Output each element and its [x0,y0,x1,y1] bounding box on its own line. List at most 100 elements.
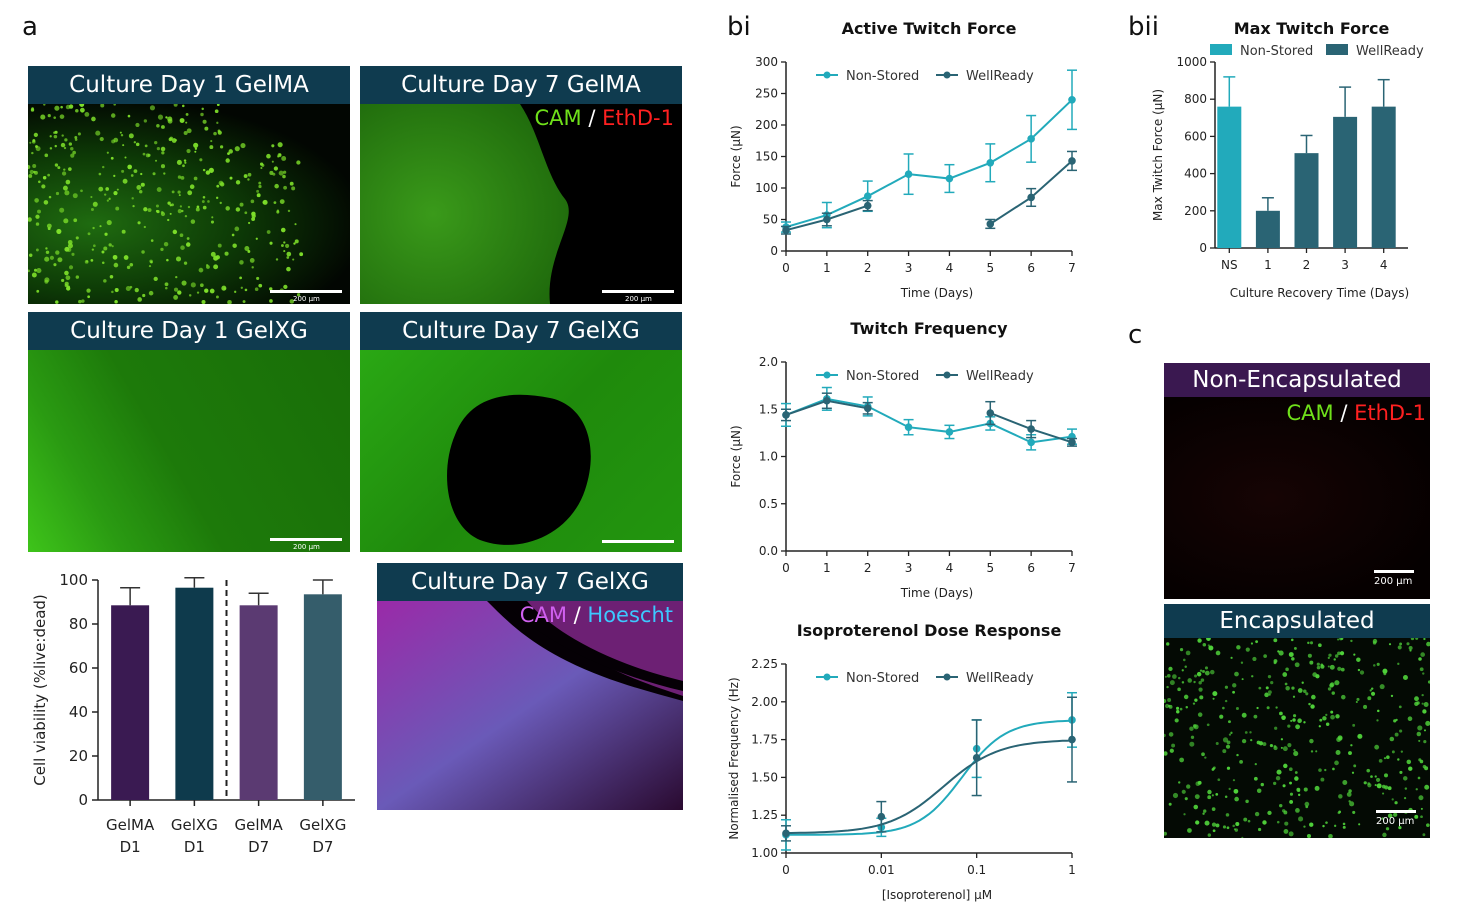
y-tick-label: 1.5 [759,402,778,416]
panel-label-bii: bii [1128,12,1159,42]
cell-dot [1357,668,1361,672]
x-tick-label: 2 [1303,258,1311,272]
cell-dot [1226,740,1231,745]
cell-dot [1179,757,1185,763]
x-tick-label: 6 [1027,561,1035,575]
scale-label: 200 µm [293,543,320,551]
cell-dot [29,141,32,144]
cell-dot [1258,741,1264,746]
cell-dot [1377,709,1380,713]
cell-dot [1416,731,1422,737]
micrograph-title: Encapsulated [1164,604,1430,638]
y-tick-label: 300 [755,55,778,69]
cell-dot [1342,780,1348,785]
cell-dot [1167,704,1171,708]
micrograph-title: Culture Day 1 GelXG [28,312,350,350]
cell-dot [1414,814,1419,819]
cell-dot [1418,739,1421,742]
cell-dot [36,289,40,293]
cell-dot [1241,712,1247,718]
cell-dot [296,160,301,165]
cell-dot [111,290,114,294]
cell-dot [149,259,153,264]
cell-dot [1291,657,1295,661]
cell-dot [1408,766,1413,771]
cell-dot [1382,668,1388,674]
cell-dot [193,176,198,181]
cell-dot [113,191,118,196]
cell-dot [259,162,264,166]
cell-dot [137,297,142,302]
cell-dot [249,258,255,263]
cell-dot [1348,800,1351,803]
cell-dot [1376,662,1380,666]
cell-dot [1385,827,1390,831]
cell-dot [1423,740,1427,744]
viability-bar-chart: 0 20 40 60 80 100 Cell viability (%live:dead) G… [31,571,355,856]
cell-dot [240,286,243,289]
cell-dot [1417,776,1421,780]
y-tick-label: 80 [69,615,88,633]
scale-bar [1374,570,1414,573]
cell-dot [224,251,229,256]
cell-dot [1198,687,1203,692]
micrograph-gelma-day7: Culture Day 7 GelMA CAM / EthD-1 200 µm [360,66,682,304]
cell-dot [1293,646,1297,650]
x-tick-label: 4 [946,261,954,275]
scale-bar [1376,810,1416,813]
cell-dot [1253,776,1258,781]
cell-dot [79,102,85,107]
cell-dot [1289,800,1294,804]
data-point [782,411,790,419]
cell-dot [157,114,164,120]
cell-dot [188,294,192,297]
cell-dot [1215,742,1219,746]
panel-label-c: c [1128,320,1143,350]
cell-dot [1276,769,1282,775]
cell-dot [150,239,154,242]
cell-dot [1274,726,1278,730]
cell-dot [35,222,40,226]
cell-dot [113,103,116,106]
cell-dot [1352,810,1356,814]
cell-dot [1268,693,1271,696]
cell-dots [28,102,304,304]
cell-dot [1199,669,1203,672]
cell-dot [1288,652,1294,658]
cell-dot [1397,662,1400,666]
cell-dot [200,112,204,117]
cell-dot [110,156,114,160]
cell-dot [183,159,187,162]
cell-dot [1282,672,1288,677]
scale-bar [602,290,674,293]
cell-dot [70,153,75,158]
data-point [1027,135,1035,143]
cell-dot [244,246,250,251]
cell-dot [1325,713,1328,716]
micrograph-title: Culture Day 7 GelMA [360,66,682,104]
cell-dot [215,196,219,200]
cell-dot [1372,638,1378,644]
cell-dot [1327,656,1330,660]
cell-dot [1335,714,1340,719]
cell-dot [60,142,66,148]
cell-dot [1197,780,1202,785]
cell-dot [1210,669,1215,675]
data-point [863,404,872,413]
cell-dot [1388,643,1392,646]
hoescht-image [377,601,683,810]
cell-dot [1284,821,1289,826]
cell-dot [258,181,262,185]
cell-dot [1181,789,1186,794]
x-axis-label: [Isoproterenol] µM [882,888,992,902]
cell-dot [1327,665,1330,668]
cell-dot [1297,688,1303,693]
cell-dot [28,217,32,222]
cell-dot [111,139,116,144]
cell-dot [1341,694,1346,700]
cell-dot [135,122,140,128]
cell-dot [1330,714,1335,720]
cell-dot [177,175,182,179]
cell-dot [1232,779,1236,782]
cell-dot [1215,650,1221,656]
